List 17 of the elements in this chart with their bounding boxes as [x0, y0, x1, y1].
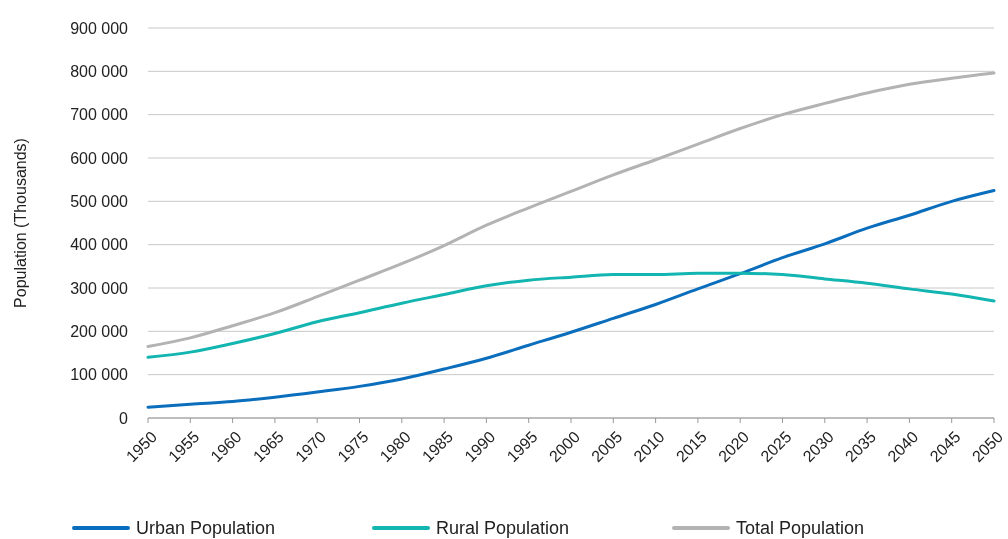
y-tick-label: 700 000: [70, 106, 129, 124]
legend-label: Urban Population: [136, 518, 276, 539]
line-series: [146, 71, 996, 348]
y-tick-label: 900 000: [70, 19, 129, 37]
y-axis-title: Population (Thousands): [12, 138, 29, 308]
y-tick-label: 500 000: [70, 192, 129, 210]
y-tick-label: 200 000: [70, 322, 129, 340]
y-tick-label: 800 000: [70, 62, 129, 80]
y-tick-label: 300 000: [70, 279, 129, 297]
line-series: [146, 271, 996, 359]
y-tick-label: 600 000: [70, 149, 129, 167]
legend-label: Rural Population: [436, 518, 570, 539]
y-tick-label: 100 000: [70, 366, 129, 384]
legend-label: Total Population: [736, 518, 865, 539]
line-series: [146, 189, 996, 409]
y-tick-label: 0: [119, 409, 129, 427]
y-tick-label: 400 000: [70, 236, 129, 254]
